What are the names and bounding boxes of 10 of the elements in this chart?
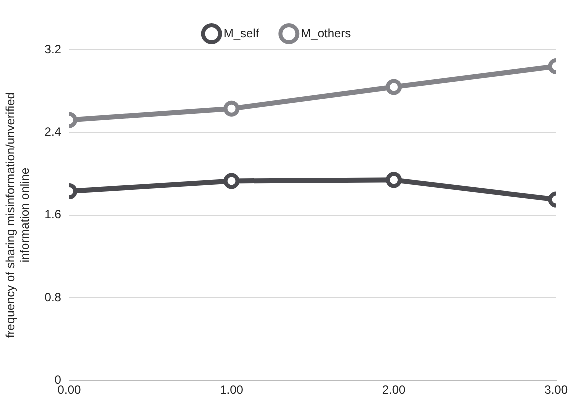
y-tick-label: 0.8 xyxy=(44,290,62,304)
y-tick-label: 2.4 xyxy=(44,124,62,139)
y-tick-label: 3.2 xyxy=(44,42,62,56)
legend-label: M_others xyxy=(301,26,352,40)
y-axis-title: frequency of sharing misinformation/unverified information online xyxy=(4,92,32,338)
x-tick-label: 3.00 xyxy=(544,383,568,398)
x-tick-label: 2.00 xyxy=(382,383,406,398)
legend-label: M_self xyxy=(224,26,260,40)
x-tick-label: 1.00 xyxy=(220,383,244,398)
y-tick-label: 1.6 xyxy=(44,208,62,222)
